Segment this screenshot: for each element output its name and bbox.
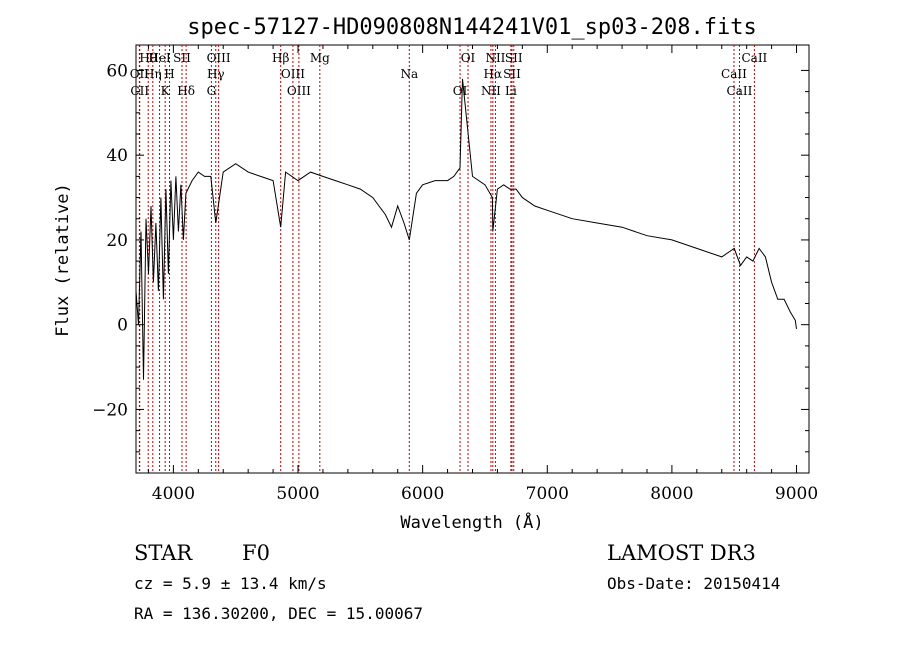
line-label: OIII (207, 51, 231, 65)
y-tick-label: 40 (106, 146, 128, 166)
chart-title: spec-57127-HD090808N144241V01_sp03-208.f… (187, 15, 757, 40)
y-tick-label: 0 (117, 316, 128, 336)
line-label: H (164, 67, 174, 81)
line-label: SII (173, 51, 191, 65)
line-label: Hθ (139, 51, 157, 65)
x-tick-label: 6000 (401, 484, 444, 504)
y-tick-label: 20 (106, 231, 128, 251)
spectral-line-labels: Hθ OII CII HeI Hη K SII HHδ OIII Hγ G Hβ OIII OIII Mg N… (130, 51, 768, 98)
line-label: CaII (741, 51, 767, 65)
line-label: K (161, 84, 171, 98)
line-label: Hδ (177, 84, 195, 98)
ra-dec-coordinates: RA = 136.30200, DEC = 15.00067 (134, 604, 423, 623)
y-axis-ticks: −20 0 20 40 60 (92, 61, 809, 453)
x-tick-label: 4000 (152, 484, 195, 504)
y-tick-label: 60 (106, 61, 128, 81)
line-label: Na (400, 67, 418, 81)
x-tick-label: 8000 (650, 484, 693, 504)
line-label: SII (505, 51, 523, 65)
x-tick-label: 9000 (775, 484, 818, 504)
line-label: NII (485, 51, 505, 65)
spectral-line-markers (138, 45, 755, 473)
line-label: CaII (721, 67, 747, 81)
line-label: OII (130, 67, 150, 81)
spectrum-line (135, 78, 797, 380)
line-label: Hη (144, 67, 162, 81)
object-class: STAR (134, 541, 193, 565)
line-label: Hγ (207, 67, 225, 81)
x-tick-label: 5000 (276, 484, 319, 504)
line-label: Li (505, 84, 517, 98)
line-label: NII (481, 84, 501, 98)
x-tick-label: 7000 (526, 484, 569, 504)
line-label: OIII (281, 67, 305, 81)
line-label: OI (461, 51, 476, 65)
redshift-cz: cz = 5.9 ± 13.4 km/s (134, 574, 327, 593)
y-tick-label: −20 (92, 400, 128, 420)
x-axis-label: Wavelength (Å) (400, 511, 543, 533)
plot-frame (135, 44, 810, 474)
survey-name: LAMOST DR3 (607, 541, 756, 565)
line-label: HeI (148, 51, 171, 65)
line-label: OI (453, 84, 468, 98)
object-subclass: F0 (242, 541, 270, 565)
line-label: CII (130, 84, 149, 98)
line-label: G (207, 84, 217, 98)
line-label: Hα (484, 67, 503, 81)
line-label: OIII (287, 84, 311, 98)
line-label: Hβ (272, 51, 289, 65)
line-label: Mg (310, 51, 330, 65)
y-axis-label: Flux (relative) (53, 183, 73, 337)
x-axis-ticks: 4000 5000 6000 7000 8000 9000 (147, 45, 818, 504)
line-label: CaII (727, 84, 753, 98)
observation-date: Obs-Date: 20150414 (607, 574, 780, 593)
plot-area: Hθ OII CII HeI Hη K SII HHδ OIII Hγ G Hβ OIII OIII Mg N… (92, 44, 818, 504)
line-label: SII (503, 67, 521, 81)
